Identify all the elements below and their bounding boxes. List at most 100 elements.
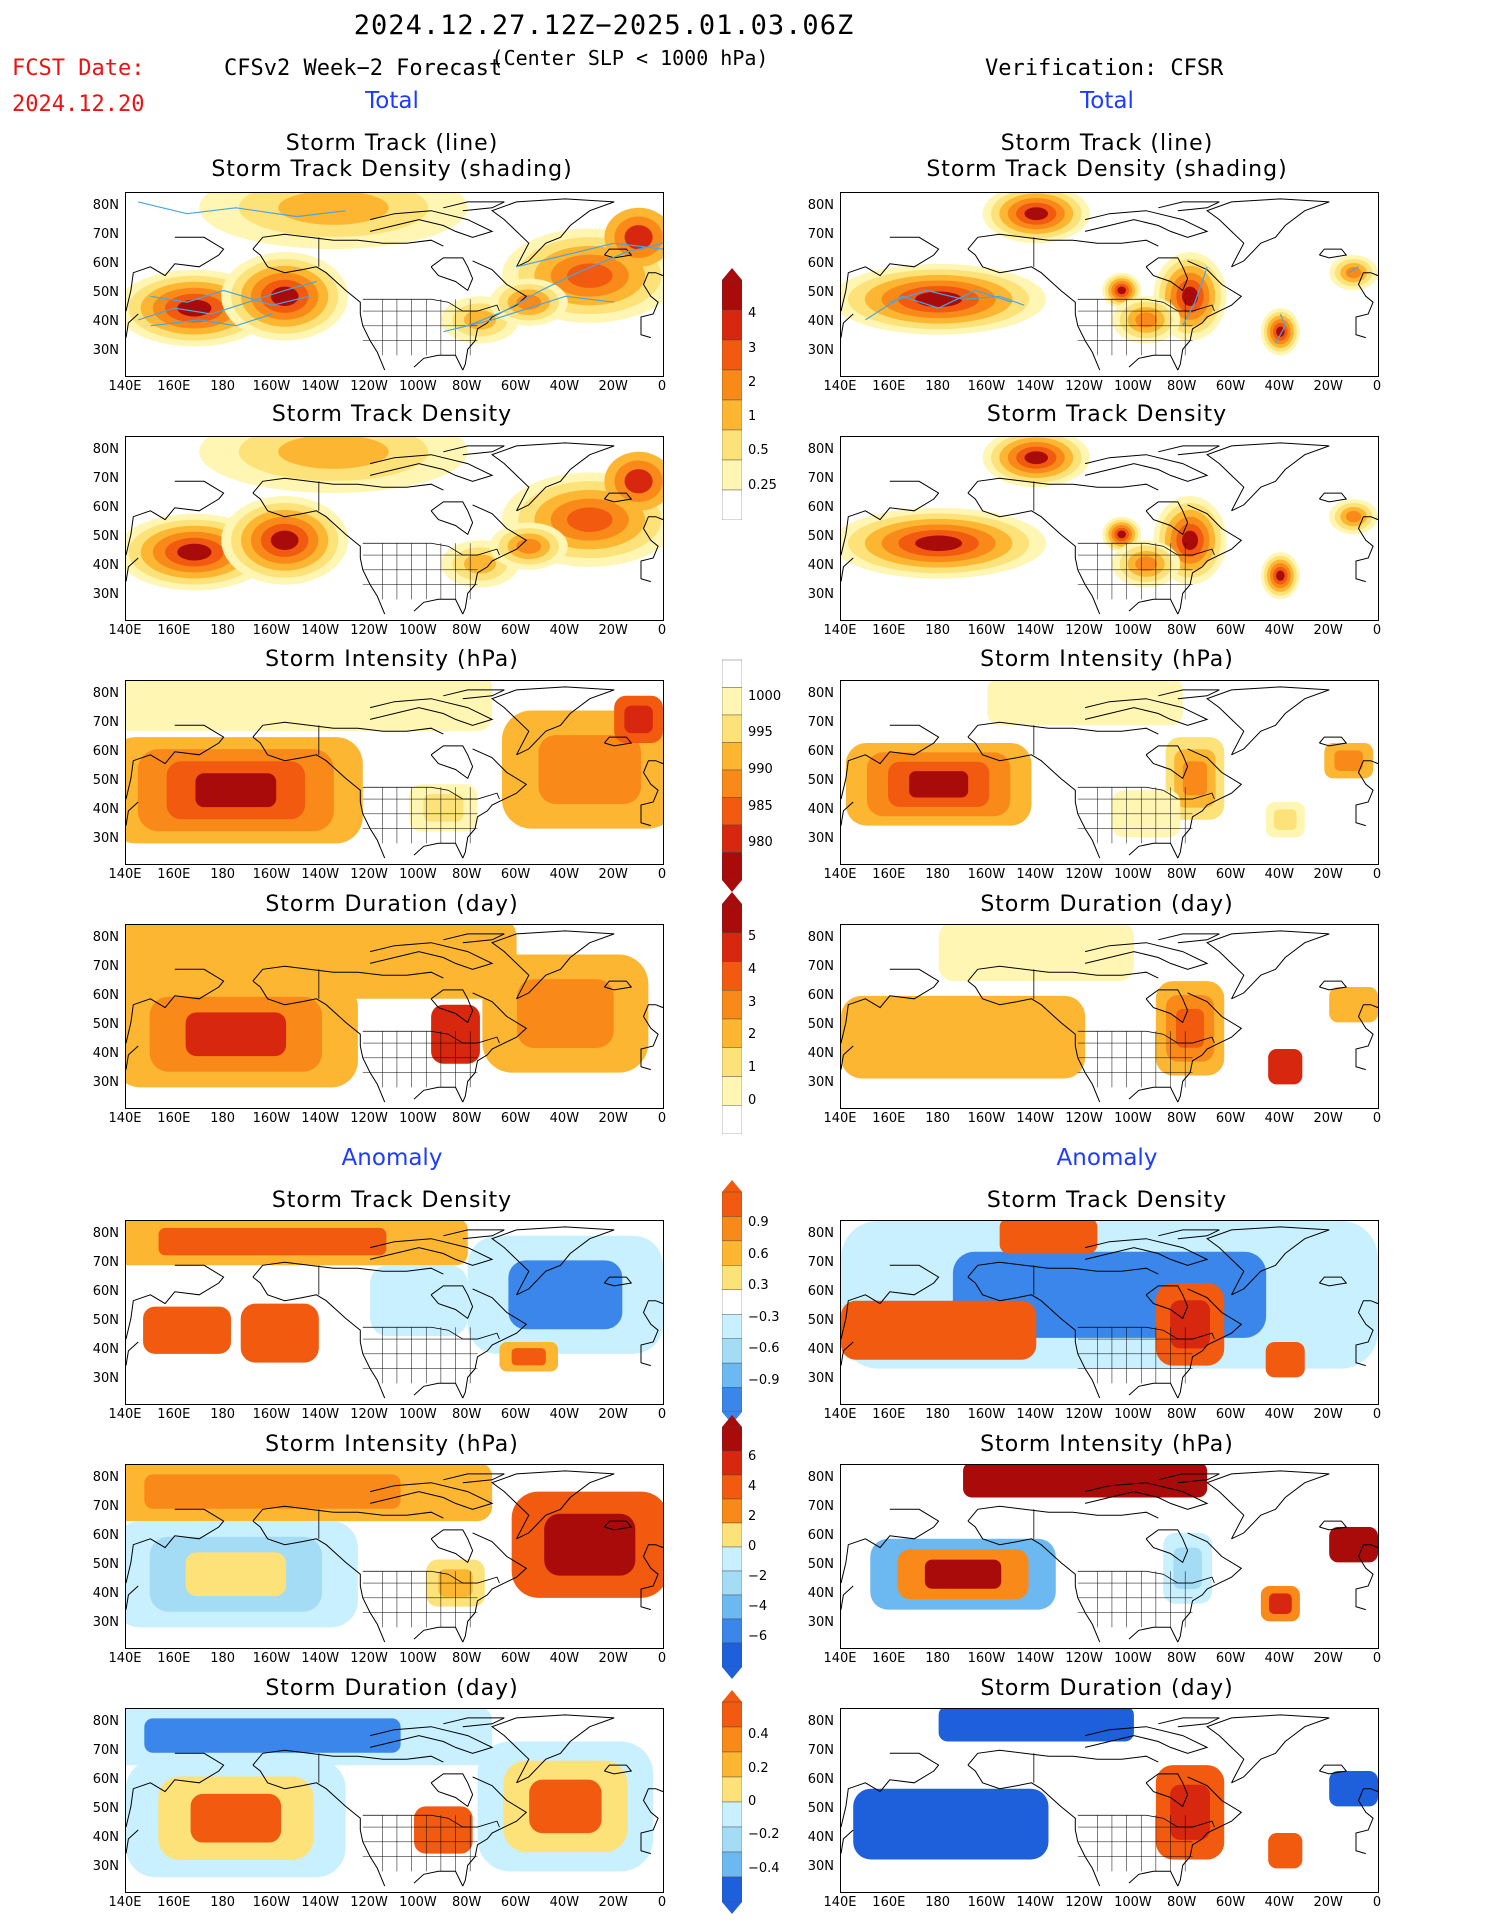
pacific-band bbox=[841, 995, 1086, 1079]
colorbar-tick-label: 1 bbox=[748, 409, 757, 425]
lon-tick-label: 40W bbox=[1264, 1111, 1295, 1126]
mid-atlantic bbox=[1265, 802, 1305, 838]
lat-tick-label: 50N bbox=[92, 1557, 119, 1572]
north-atlantic-core bbox=[604, 451, 663, 511]
lon-tick-label: 0 bbox=[657, 379, 667, 394]
ne-atlantic bbox=[1329, 254, 1378, 291]
lon-tick-label: 40W bbox=[549, 1111, 580, 1126]
lat-tick-label: 60N bbox=[92, 744, 119, 759]
lat-tick-label: 80N bbox=[807, 1226, 834, 1241]
colorbar-tick-label: 0.5 bbox=[748, 443, 769, 459]
pacific-mixed bbox=[870, 1538, 1056, 1610]
lon-tick-label: 80W bbox=[452, 379, 482, 394]
colorbar-tick-label: 0 bbox=[748, 1794, 757, 1809]
lon-tick-label: 0 bbox=[657, 1895, 667, 1910]
colorbar-tick-label: 0.25 bbox=[748, 477, 777, 493]
lat-tick-label: 60N bbox=[92, 1284, 119, 1299]
colorbar-tick-label: 3 bbox=[748, 994, 757, 1010]
lon-tick-label: 140W bbox=[1016, 867, 1055, 882]
lat-tick-label: 30N bbox=[92, 587, 119, 602]
pacific-core bbox=[841, 507, 1047, 579]
lon-tick-label: 120W bbox=[1065, 1111, 1103, 1126]
lon-tick-label: 180 bbox=[210, 379, 236, 394]
lat-tick-label: 70N bbox=[807, 1499, 834, 1514]
lat-tick-label: 60N bbox=[807, 988, 834, 1003]
lat-tick-label: 60N bbox=[92, 500, 119, 515]
title-intensity-left: Storm Intensity (hPa) bbox=[265, 647, 519, 672]
lon-tick-label: 20W bbox=[598, 1895, 628, 1910]
lat-tick-label: 50N bbox=[92, 1313, 119, 1328]
west-atlantic bbox=[489, 278, 568, 326]
coastline bbox=[841, 442, 1378, 615]
lat-tick-label: 30N bbox=[807, 587, 834, 602]
lon-tick-label: 0 bbox=[657, 867, 667, 882]
lon-tick-label: 60W bbox=[500, 1895, 531, 1910]
lon-tick-label: 180 bbox=[925, 623, 951, 638]
colorbar-tick-label: 4 bbox=[748, 1479, 757, 1494]
lon-tick-label: 60W bbox=[500, 379, 531, 394]
lon-tick-label: 100W bbox=[1114, 867, 1152, 882]
lat-tick-label: 30N bbox=[92, 1859, 119, 1874]
lon-tick-label: 140E bbox=[823, 1111, 857, 1126]
lat-tick-label: 30N bbox=[92, 1371, 119, 1386]
lon-tick-label: 180 bbox=[210, 1895, 236, 1910]
lon-tick-label: 140W bbox=[301, 1895, 340, 1910]
political-boundaries bbox=[1033, 969, 1215, 1088]
colorbar-intensity-anomaly: 6 4 2 0 −2 −4 −6 bbox=[721, 1415, 767, 1683]
lat-tick-label: 30N bbox=[92, 1075, 119, 1090]
anomaly-label-left: Anomaly bbox=[341, 1145, 443, 1171]
lat-tick-label: 70N bbox=[92, 1499, 119, 1514]
arctic-core bbox=[982, 437, 1090, 488]
lon-tick-label: 100W bbox=[399, 1407, 437, 1422]
coastline bbox=[126, 930, 663, 1103]
lon-tick-label: 0 bbox=[1372, 1651, 1382, 1666]
lon-tick-label: 0 bbox=[657, 1407, 667, 1422]
lat-tick-label: 40N bbox=[807, 1586, 834, 1601]
colorbar-tick-label: −0.3 bbox=[748, 1309, 780, 1325]
lon-tick-label: 20W bbox=[598, 867, 628, 882]
forecast-period: 2024.12.27.12Z−2025.01.03.06Z bbox=[353, 10, 855, 41]
lon-tick-label: 0 bbox=[657, 1111, 667, 1126]
lat-tick-label: 30N bbox=[92, 1615, 119, 1630]
lon-tick-label: 100W bbox=[1114, 1111, 1152, 1126]
map-density-verification bbox=[840, 436, 1379, 621]
colorbar-tick-label: 1 bbox=[748, 1060, 757, 1076]
lon-tick-label: 40W bbox=[1264, 867, 1295, 882]
pacific-mixed bbox=[126, 1521, 358, 1628]
coastline bbox=[126, 686, 663, 859]
lat-tick-label: 60N bbox=[92, 1528, 119, 1543]
lon-tick-label: 120W bbox=[350, 623, 388, 638]
lon-tick-label: 140E bbox=[108, 1651, 142, 1666]
colorbar-tick-label: 1000 bbox=[748, 688, 782, 704]
lat-tick-label: 30N bbox=[807, 1075, 834, 1090]
lon-tick-label: 160W bbox=[967, 1407, 1006, 1422]
lat-tick-label: 50N bbox=[807, 1313, 834, 1328]
lat-tick-label: 50N bbox=[807, 773, 834, 788]
fcst-date-value: 2024.12.20 bbox=[12, 92, 145, 117]
lon-tick-label: 80W bbox=[1167, 379, 1197, 394]
atlantic-mixed bbox=[477, 1741, 654, 1872]
colorbar-tick-label: 4 bbox=[748, 306, 757, 322]
map-density-anomaly-verification bbox=[840, 1220, 1379, 1405]
ne-atlantic bbox=[1329, 498, 1378, 535]
lon-tick-label: 160W bbox=[252, 1111, 291, 1126]
map-duration-anomaly-forecast bbox=[125, 1708, 664, 1893]
colorbar-tick-label: 5 bbox=[748, 928, 757, 944]
lat-tick-label: 80N bbox=[807, 1714, 834, 1729]
political-boundaries bbox=[318, 481, 500, 600]
title-track-left-1: Storm Track (line) bbox=[285, 131, 499, 156]
total-label-left: Total bbox=[365, 88, 419, 114]
lon-tick-label: 140E bbox=[108, 379, 142, 394]
lon-tick-label: 100W bbox=[399, 1111, 437, 1126]
fcst-date-label: FCST Date: bbox=[12, 56, 145, 81]
political-boundaries bbox=[1033, 481, 1215, 600]
lon-tick-label: 140E bbox=[108, 1407, 142, 1422]
colorbar-duration-anomaly: 0.4 0.2 0 −0.2 −0.4 bbox=[721, 1690, 780, 1918]
lat-tick-label: 40N bbox=[92, 802, 119, 817]
lon-tick-label: 120W bbox=[1065, 623, 1103, 638]
hudson-band bbox=[1155, 981, 1225, 1076]
colorbar-tick-label: −0.2 bbox=[748, 1827, 780, 1843]
colorbar-tick-label: −0.6 bbox=[748, 1341, 780, 1357]
lat-tick-label: 50N bbox=[807, 285, 834, 300]
lon-tick-label: 180 bbox=[210, 623, 236, 638]
